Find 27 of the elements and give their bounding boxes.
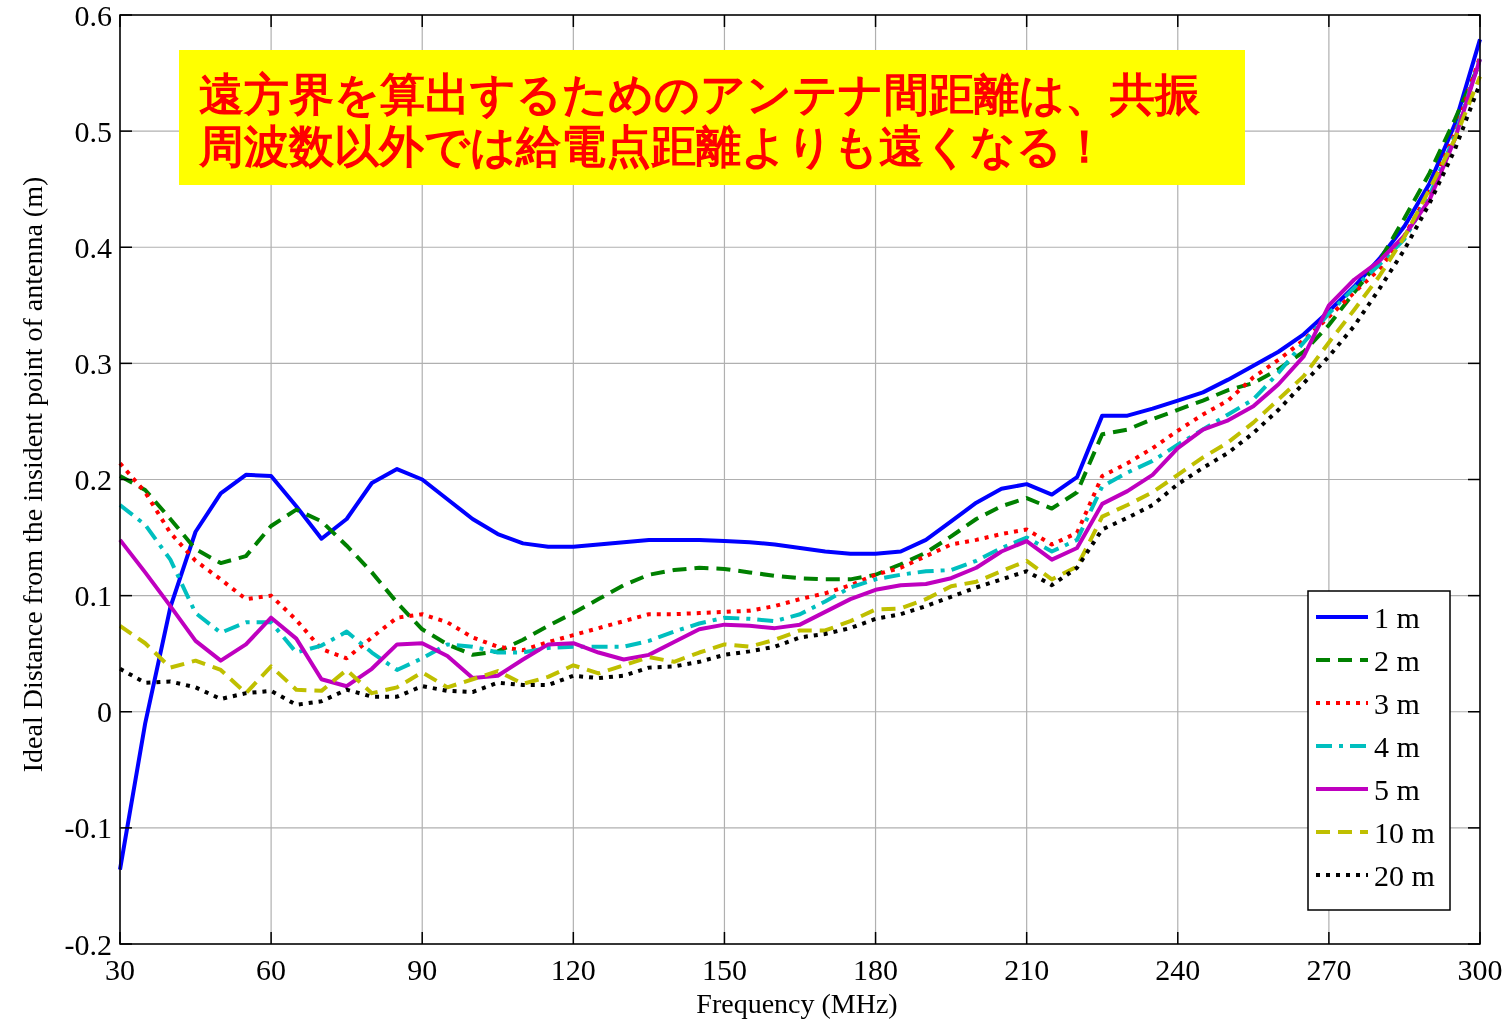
y-tick-label: 0.5 <box>74 114 112 148</box>
x-tick-label: 210 <box>1004 952 1050 986</box>
x-tick-label: 150 <box>701 952 747 986</box>
legend-label: 4 m <box>1374 729 1420 763</box>
x-tick-label: 90 <box>407 952 438 986</box>
y-tick-label: 0.6 <box>74 0 112 32</box>
x-tick-label: 300 <box>1457 952 1503 986</box>
legend-label: 3 m <box>1374 686 1420 720</box>
y-tick-label: 0.4 <box>74 230 112 264</box>
x-tick-label: 180 <box>853 952 899 986</box>
y-tick-label: 0.1 <box>74 579 112 613</box>
legend-label: 10 m <box>1374 815 1435 849</box>
x-tick-label: 60 <box>256 952 287 986</box>
x-tick-label: 270 <box>1306 952 1352 986</box>
y-axis-title: Ideal Distance from the insident point of antenna (m) <box>16 176 48 773</box>
y-tick-label: -0.1 <box>64 811 112 845</box>
x-axis-title: Frequency (MHz) <box>696 987 898 1019</box>
x-tick-label: 240 <box>1155 952 1201 986</box>
legend-label: 20 m <box>1374 858 1435 892</box>
legend-label: 2 m <box>1374 643 1420 677</box>
x-tick-label: 120 <box>550 952 596 986</box>
y-tick-label: 0 <box>97 695 112 729</box>
annotation: 遠方界を算出するためのアンテナ間距離は、共振周波数以外では給電点距離よりも遠くなる！ <box>198 68 1201 173</box>
legend-label: 1 m <box>1374 600 1420 634</box>
y-tick-label: 0.2 <box>74 463 112 496</box>
legend-label: 5 m <box>1374 772 1420 806</box>
y-tick-label: 0.3 <box>74 346 112 380</box>
